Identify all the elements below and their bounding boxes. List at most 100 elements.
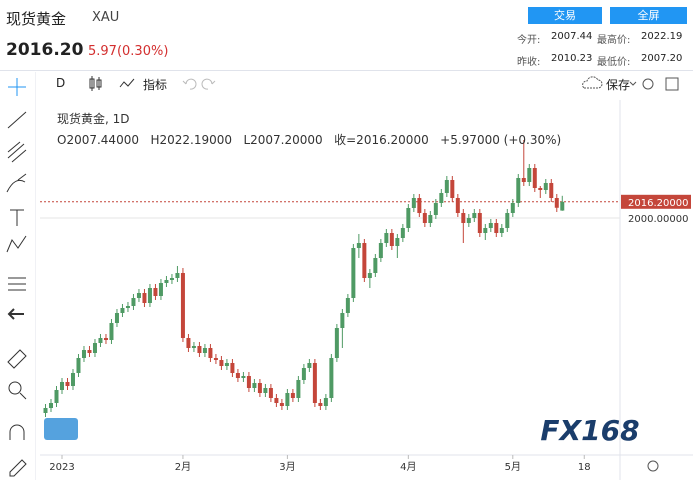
fullscreen-button[interactable]: 全屏 bbox=[610, 7, 687, 24]
candle-body bbox=[136, 293, 141, 298]
logo-badge bbox=[44, 418, 78, 440]
candle-body bbox=[142, 293, 147, 303]
cloud-icon[interactable] bbox=[582, 76, 603, 89]
candle-body bbox=[213, 358, 218, 360]
candle-body bbox=[318, 403, 323, 406]
last-price-box bbox=[621, 194, 691, 209]
candle-body bbox=[98, 338, 103, 343]
legend-high: H2022.19000 bbox=[150, 133, 232, 147]
candle-body bbox=[554, 198, 559, 208]
toolbar-icons bbox=[89, 76, 216, 91]
candle-body bbox=[345, 298, 350, 313]
candle-body bbox=[406, 208, 411, 228]
candle-body bbox=[180, 273, 185, 338]
candle-body bbox=[373, 258, 378, 273]
candle-body bbox=[48, 403, 53, 408]
candle-body bbox=[367, 273, 372, 278]
candle-body bbox=[274, 398, 279, 403]
stat-label: 昨收: bbox=[517, 57, 541, 68]
candle-body bbox=[334, 328, 339, 358]
candle-body bbox=[340, 313, 345, 328]
candle-body bbox=[169, 278, 174, 280]
legend-title: 现货黄金, 1D bbox=[57, 112, 130, 126]
candle-body bbox=[252, 383, 257, 388]
stat-value: 2007.20 bbox=[641, 53, 683, 64]
candle-body bbox=[103, 338, 108, 340]
divider bbox=[0, 70, 693, 71]
indicators-button[interactable]: 指标 bbox=[143, 78, 168, 92]
stat-value: 2022.19 bbox=[641, 31, 683, 42]
axis-settings-icon[interactable] bbox=[647, 460, 659, 472]
x-tick-label: 18 bbox=[578, 462, 591, 473]
candle-body bbox=[241, 376, 246, 378]
candle-body bbox=[120, 308, 125, 313]
candle-body bbox=[450, 180, 455, 198]
candle-body bbox=[461, 213, 466, 223]
candle-body bbox=[65, 382, 70, 386]
candle-body bbox=[560, 201, 565, 211]
candle-body bbox=[76, 358, 81, 373]
x-tick-label: 2月 bbox=[175, 461, 191, 473]
x-tick-label: 5月 bbox=[505, 461, 521, 473]
candle-body bbox=[290, 393, 295, 398]
candle-body bbox=[494, 223, 499, 233]
trend-line-tool[interactable] bbox=[7, 111, 27, 129]
candle-body bbox=[543, 183, 548, 190]
candle-body bbox=[246, 376, 251, 388]
candle-body bbox=[483, 228, 488, 233]
stat-label: 今开: bbox=[517, 35, 541, 46]
save-button[interactable]: 保存 bbox=[606, 78, 631, 92]
candle-body bbox=[362, 243, 367, 278]
candle-body bbox=[505, 213, 510, 228]
candle-body bbox=[378, 243, 383, 258]
stat-label: 最低价: bbox=[597, 57, 631, 68]
candle-body bbox=[472, 213, 477, 218]
candle-body bbox=[510, 203, 515, 213]
candle-body bbox=[191, 346, 196, 348]
trade-button[interactable]: 交易 bbox=[528, 7, 602, 24]
redo-icon[interactable] bbox=[201, 78, 216, 90]
candle-body bbox=[307, 363, 312, 368]
legend-low: L2007.20000 bbox=[243, 133, 323, 147]
candle-body bbox=[499, 228, 504, 233]
candle-body bbox=[527, 168, 532, 182]
candle-body bbox=[114, 313, 119, 323]
candle-body bbox=[268, 388, 273, 398]
candle-body bbox=[444, 180, 449, 193]
legend-open: O2007.44000 bbox=[57, 133, 139, 147]
legend-ohlc: O2007.44000 H2022.19000 L2007.20000 收=20… bbox=[57, 131, 561, 148]
candle-body bbox=[43, 408, 48, 413]
candle-body bbox=[312, 363, 317, 403]
undo-icon[interactable] bbox=[182, 78, 197, 90]
candle-body bbox=[351, 248, 356, 298]
candle-body bbox=[59, 382, 64, 390]
candle-body bbox=[323, 398, 328, 406]
interval-button[interactable]: D bbox=[56, 76, 66, 90]
candle-body bbox=[109, 323, 114, 340]
save-icons bbox=[582, 76, 679, 91]
candle-body bbox=[400, 228, 405, 238]
stat-value: 2010.23 bbox=[551, 53, 593, 64]
candle-body bbox=[466, 218, 471, 223]
candle-body bbox=[197, 346, 202, 353]
legend-change: +5.97000 (+0.30%) bbox=[440, 133, 562, 147]
settings-icon[interactable] bbox=[642, 78, 654, 90]
candle-body bbox=[329, 358, 334, 398]
candle-body bbox=[301, 368, 306, 380]
drawing-toolbar bbox=[6, 72, 36, 480]
candle-body bbox=[87, 350, 92, 353]
candle-body bbox=[158, 283, 163, 296]
candle-body bbox=[389, 233, 394, 246]
candle-body bbox=[81, 350, 86, 358]
instrument-symbol: XAU bbox=[92, 10, 120, 25]
snapshot-icon[interactable] bbox=[665, 77, 679, 91]
candle-body bbox=[549, 183, 554, 198]
candle-body bbox=[263, 388, 268, 393]
x-tick-label: 2023 bbox=[49, 462, 74, 473]
x-tick-label: 3月 bbox=[279, 461, 295, 473]
candle-body bbox=[279, 403, 284, 406]
indicator-icon[interactable] bbox=[119, 78, 135, 88]
candle-body bbox=[202, 348, 207, 353]
candle-body bbox=[428, 215, 433, 223]
